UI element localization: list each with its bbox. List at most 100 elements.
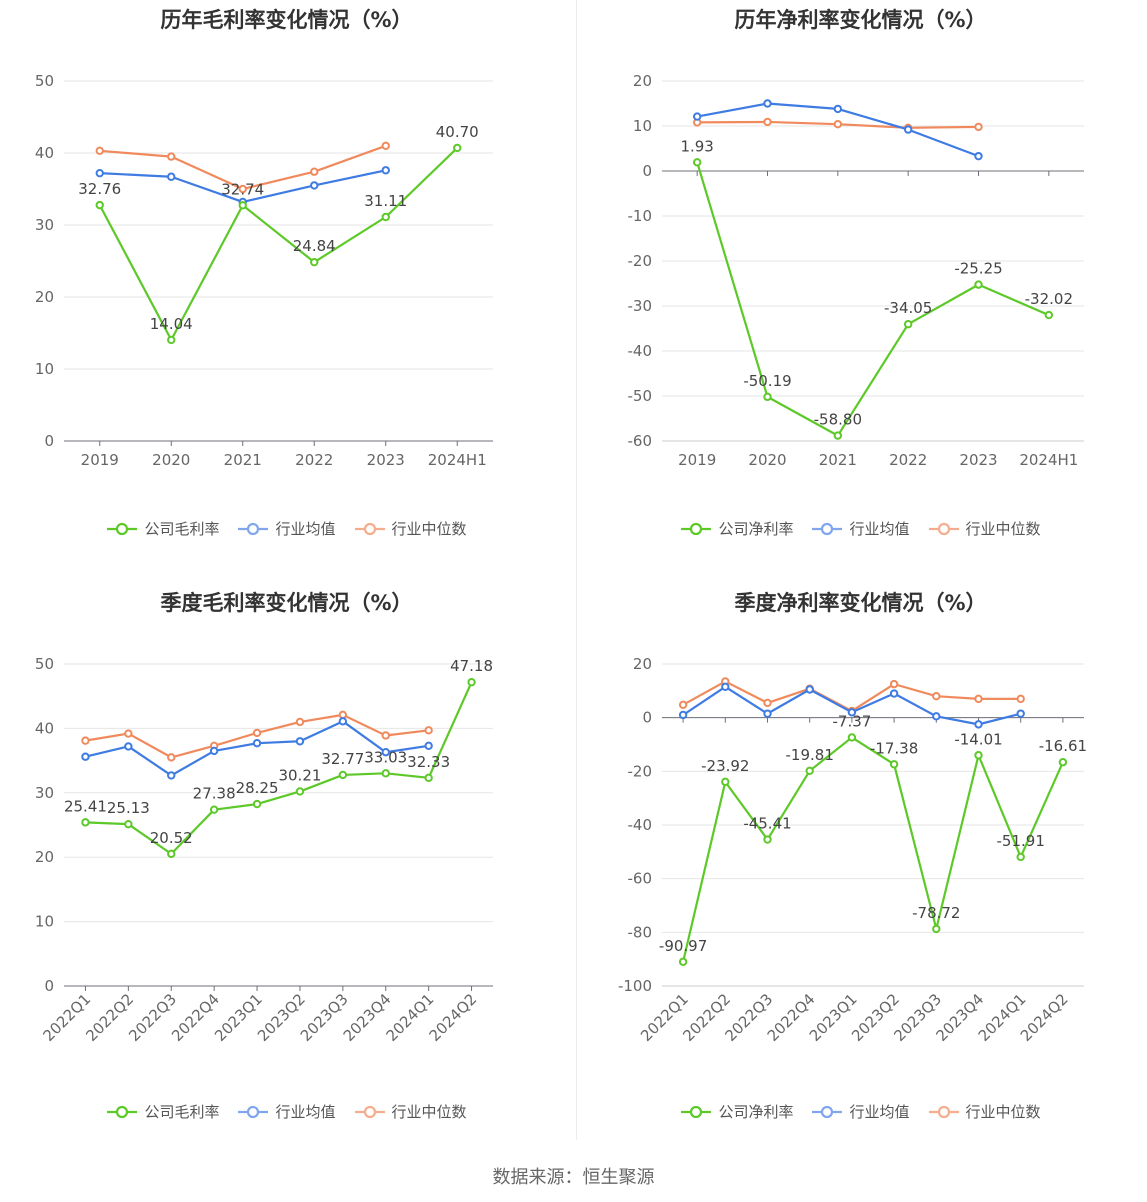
legend-item[interactable]: 行业均值	[237, 518, 336, 539]
x-tick-label: 2023	[367, 451, 405, 469]
data-point	[889, 689, 899, 698]
data-label: 20.52	[150, 829, 193, 847]
data-point	[424, 773, 433, 782]
legend-line-icon	[238, 522, 269, 535]
legend-line-icon	[354, 522, 385, 535]
x-tick-label: 2023	[959, 451, 997, 469]
legend-line-icon	[107, 1105, 138, 1118]
data-label: 33.03	[364, 748, 407, 766]
legend-line-icon	[354, 1105, 385, 1118]
data-point	[974, 122, 983, 132]
legend-item[interactable]: 行业均值	[237, 1101, 336, 1122]
legend-line-icon	[107, 522, 138, 535]
data-point	[167, 335, 176, 345]
legend-label: 行业均值	[849, 520, 910, 538]
series-line	[98, 147, 459, 342]
chart-svg: 0 10 20 30 40 50 2019 2020 2021 2022 2023 2024H1 32.…	[35, 72, 493, 469]
legend-item[interactable]: 行业均值	[811, 1101, 910, 1122]
data-point	[209, 746, 219, 756]
legend-item[interactable]: 行业中位数	[354, 518, 467, 539]
data-point	[295, 787, 305, 796]
data-point	[310, 181, 319, 190]
y-tick-label: -20	[628, 762, 653, 780]
legend-label: 公司净利率	[718, 520, 794, 538]
data-point	[833, 120, 843, 129]
data-point	[932, 924, 941, 934]
data-point	[763, 99, 772, 108]
data-label: -16.61	[1039, 737, 1087, 755]
data-point	[381, 731, 390, 740]
x-tick-label: 2022	[295, 451, 333, 469]
data-label: 32.77	[321, 750, 364, 768]
x-tick-label: 2021	[224, 451, 262, 469]
data-point	[167, 172, 176, 181]
data-point	[763, 392, 772, 402]
data-label: 25.13	[107, 799, 150, 817]
data-point	[833, 104, 843, 114]
y-tick-label: -100	[618, 977, 652, 995]
series-line	[696, 161, 1050, 437]
data-point	[238, 201, 247, 210]
data-label: -50.19	[743, 372, 791, 390]
legend-item[interactable]: 行业中位数	[928, 518, 1041, 539]
data-point	[932, 692, 941, 701]
data-point	[889, 760, 899, 769]
x-tick-label: 2020	[748, 451, 786, 469]
x-tick-label: 2024Q2	[1017, 990, 1072, 1045]
data-label: 32.76	[78, 180, 121, 198]
data-point	[678, 710, 688, 720]
data-point	[805, 685, 814, 694]
data-point	[310, 167, 319, 176]
chart-title: 季度毛利率变化情况（%）	[160, 591, 413, 615]
chart-svg: 010203040502022Q12022Q22022Q32022Q42023Q…	[35, 655, 493, 1045]
data-point	[903, 320, 913, 329]
data-label: 40.70	[436, 123, 479, 141]
data-point	[903, 125, 913, 134]
data-point	[974, 280, 983, 289]
x-tick-label: 2022	[889, 451, 927, 469]
y-tick-label: 0	[642, 162, 652, 180]
data-point	[295, 737, 305, 746]
data-point	[381, 212, 390, 222]
legend-item[interactable]: 公司毛利率	[106, 1101, 219, 1122]
data-label: 27.38	[193, 785, 236, 803]
legend-item[interactable]: 公司净利率	[680, 1101, 793, 1122]
chart-panel-annual-gross-margin: 历年毛利率变化情况（%） 0 10 20 30 40 50 2019 2020 2021 2022…	[0, 0, 573, 583]
y-tick-label: 50	[35, 655, 54, 673]
y-tick-label: 0	[44, 432, 54, 450]
chart-svg: -100-80-60-40-200202022Q12022Q22022Q3202…	[618, 655, 1087, 1045]
y-tick-label: 30	[35, 216, 54, 234]
legend-label: 行业中位数	[391, 1103, 467, 1121]
x-tick-label: 2019	[81, 451, 119, 469]
data-point	[424, 726, 433, 735]
data-label: -23.92	[701, 757, 749, 775]
data-point	[238, 184, 247, 194]
data-label: -45.41	[743, 815, 791, 833]
y-tick-label: 10	[633, 117, 652, 135]
y-tick-label: -40	[628, 816, 653, 834]
y-tick-label: 50	[35, 72, 54, 90]
legend-line-icon	[928, 1105, 959, 1118]
data-point	[467, 677, 476, 687]
data-point	[833, 431, 843, 440]
legend-label: 公司净利率	[718, 1103, 794, 1121]
data-point	[252, 739, 262, 748]
y-tick-label: 30	[35, 784, 54, 802]
data-point	[95, 168, 104, 178]
data-point	[678, 700, 688, 709]
chart-title: 历年毛利率变化情况（%）	[160, 8, 413, 32]
data-point	[381, 748, 390, 757]
legend-item[interactable]: 行业均值	[811, 518, 910, 539]
legend-item[interactable]: 行业中位数	[928, 1101, 1041, 1122]
data-point	[847, 708, 857, 717]
data-point	[721, 682, 730, 692]
data-label: -32.02	[1025, 290, 1073, 308]
data-point	[209, 805, 219, 814]
y-tick-label: -10	[628, 207, 653, 225]
legend-item[interactable]: 行业中位数	[354, 1101, 467, 1122]
legend-label: 行业中位数	[965, 520, 1041, 538]
data-point	[974, 151, 983, 161]
legend-item[interactable]: 公司毛利率	[106, 518, 219, 539]
data-point	[974, 751, 983, 760]
legend-item[interactable]: 公司净利率	[680, 518, 793, 539]
